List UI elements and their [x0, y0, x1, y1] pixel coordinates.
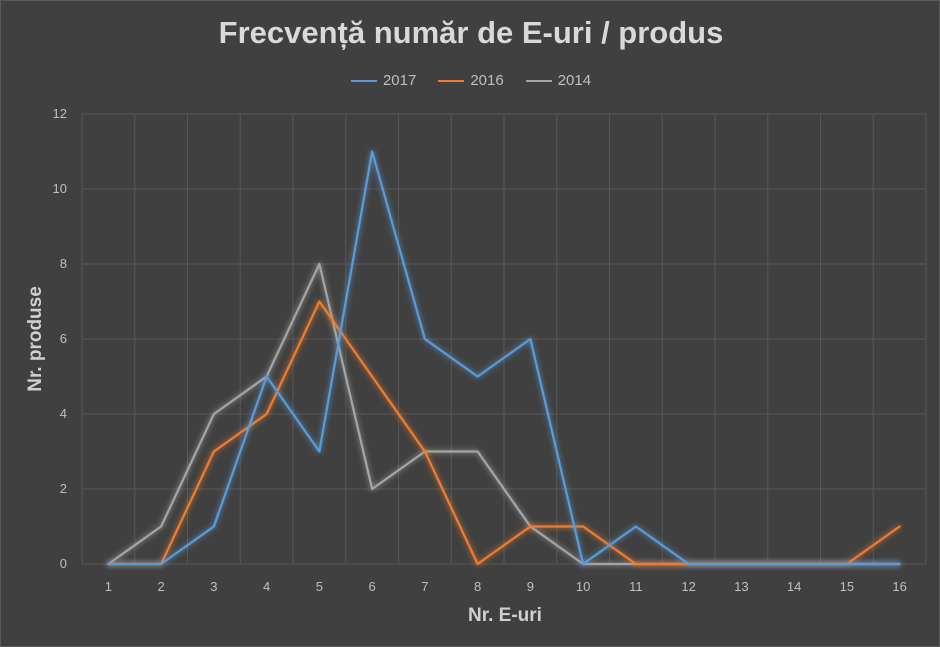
x-tick-label-4: 5 [316, 579, 323, 594]
x-axis-title: Nr. E-uri [468, 605, 542, 626]
x-tick-label-5: 6 [369, 579, 376, 594]
chart-legend: 2017 2016 2014 [1, 72, 940, 89]
legend-label-2: 2014 [557, 72, 592, 89]
legend-label-0: 2017 [382, 72, 417, 89]
x-tick-label-15: 16 [892, 579, 906, 594]
legend-swatch-2 [525, 79, 552, 82]
x-tick-label-6: 7 [421, 579, 428, 594]
y-axis-title: Nr. produse [25, 286, 46, 392]
x-tick-label-8: 9 [527, 579, 534, 594]
legend-swatch-0 [350, 79, 377, 82]
y-tick-label-3: 6 [60, 331, 67, 346]
grid-lines [81, 113, 927, 565]
series-lines [107, 150, 901, 566]
x-tick-label-3: 4 [263, 579, 270, 594]
x-tick-label-14: 15 [840, 579, 854, 594]
y-tick-label-5: 10 [53, 181, 67, 196]
x-tick-label-13: 14 [787, 579, 801, 594]
y-tick-label-2: 4 [60, 406, 67, 421]
y-tick-label-6: 12 [53, 106, 67, 121]
legend-swatch-1 [438, 79, 465, 82]
x-tick-label-7: 8 [474, 579, 481, 594]
series-line-2017 [107, 150, 901, 566]
x-tick-label-11: 12 [681, 579, 695, 594]
x-tick-label-9: 10 [576, 579, 590, 594]
chart-title: Frecvență număr de E-uri / produs [218, 15, 724, 50]
x-tick-label-12: 13 [734, 579, 748, 594]
x-tick-label-10: 11 [629, 579, 643, 594]
y-tick-label-1: 2 [60, 481, 67, 496]
legend-item-0: 2017 [350, 72, 417, 89]
legend-item-1: 2016 [438, 72, 504, 89]
x-tick-label-0: 1 [105, 579, 112, 594]
y-tick-label-0: 0 [60, 556, 67, 571]
legend-item-2: 2014 [525, 72, 592, 89]
y-tick-label-4: 8 [60, 256, 67, 271]
x-tick-label-2: 3 [210, 579, 217, 594]
legend-label-1: 2016 [470, 72, 504, 89]
x-tick-label-1: 2 [158, 579, 165, 594]
